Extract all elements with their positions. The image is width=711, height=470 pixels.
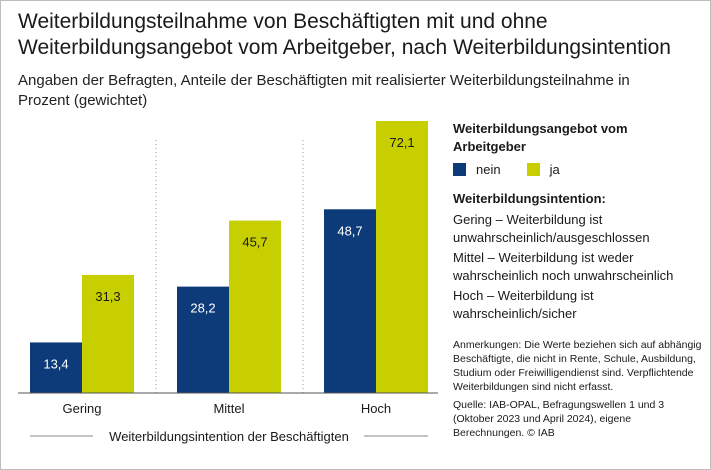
data-label-gering-ja: 31,3 [95, 289, 120, 304]
x-axis-label: Weiterbildungsintention der Beschäftigte… [109, 429, 349, 444]
legend-swatch-nein [453, 162, 466, 176]
bar-mittel-ja [229, 220, 281, 393]
intention-hoch: Hoch – Weiterbildung ist wahrscheinlich/… [453, 288, 594, 321]
bar-gering-nein [30, 342, 82, 393]
intention-gering: Gering – Weiterbildung ist unwahrscheinl… [453, 212, 650, 245]
notes: Anmerkungen: Die Werte beziehen sich auf… [453, 339, 702, 393]
legend-label-nein: nein [476, 161, 501, 177]
data-label-hoch-ja: 72,1 [389, 135, 414, 150]
legend-title: Weiterbildungsangebot vom Arbeitgeber [453, 121, 628, 154]
chart-subtitle: Angaben der Befragten, Anteile der Besch… [18, 72, 630, 109]
intention-mittel: Mittel – Weiterbildung ist weder wahrsch… [453, 250, 674, 283]
intention-list: Gering – Weiterbildung ist unwahrscheinl… [453, 211, 708, 325]
legend-swatch-ja [526, 162, 540, 176]
chart-title: Weiterbildungsteilnahme von Beschäftigte… [18, 10, 671, 59]
legend-label-ja: ja [549, 161, 560, 177]
bar-gering-ja [82, 274, 134, 393]
data-label-mittel-nein: 28,2 [190, 301, 215, 316]
intention-title: Weiterbildungsintention: [453, 191, 606, 206]
data-label-hoch-nein: 48,7 [337, 223, 362, 238]
tick-label-gering: Gering [62, 401, 101, 416]
tick-label-hoch: Hoch [361, 401, 391, 416]
source: Quelle: IAB-OPAL, Befragungswellen 1 und… [453, 399, 665, 439]
legend: nein ja [453, 160, 586, 178]
bar-mittel-nein [177, 286, 229, 393]
data-label-mittel-ja: 45,7 [242, 235, 267, 250]
bar-hoch-ja [376, 121, 428, 393]
tick-label-mittel: Mittel [213, 401, 244, 416]
data-label-gering-nein: 13,4 [43, 356, 68, 371]
bar-hoch-nein [324, 209, 376, 393]
